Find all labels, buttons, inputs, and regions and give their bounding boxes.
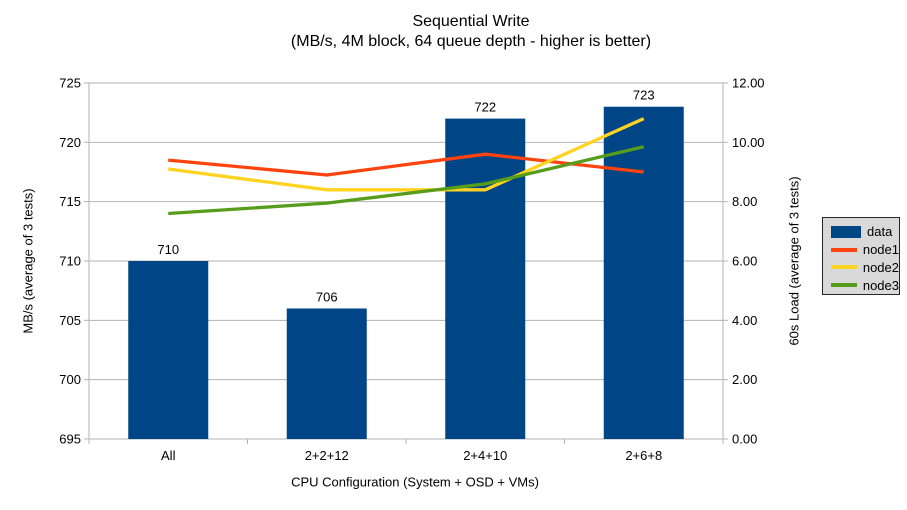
line-node1: [168, 152, 644, 177]
left-axis-tick-label: 715: [59, 194, 81, 209]
legend-swatch-data: [831, 225, 861, 238]
right-axis-tick-label: 6.00: [732, 254, 757, 269]
left-axis-tick-label: 710: [59, 254, 81, 269]
right-axis-tick-label: 4.00: [732, 313, 757, 328]
line-node2: [168, 117, 645, 192]
legend-label-node2: node2: [862, 259, 899, 275]
right-axis-tick-label: 12.00: [732, 76, 765, 91]
right-axis-tick-label: 8.00: [732, 194, 757, 209]
bar-data: [603, 106, 684, 439]
chart-title-block: Sequential Write (MB/s, 4M block, 64 que…: [291, 12, 651, 52]
chart-subtitle: (MB/s, 4M block, 64 queue depth - higher…: [290, 33, 652, 50]
legend-item-node2: node2: [831, 259, 899, 277]
legend-item-node1: node1: [831, 241, 899, 259]
bar-value-label: 723: [633, 88, 655, 103]
right-axis-tick-label: 0.00: [732, 432, 757, 447]
category-label: All: [161, 448, 176, 463]
bar-data: [128, 261, 209, 439]
legend-item-data: data: [831, 223, 899, 241]
left-axis-tick-label: 695: [59, 432, 81, 447]
right-axis-tick-label: 10.00: [732, 135, 765, 150]
legend-label-node1: node1: [862, 242, 899, 258]
x-axis-title: CPU Configuration (System + OSD + VMs): [291, 474, 539, 490]
category-label: 2+2+12: [305, 448, 349, 463]
legend-swatch-node2: [831, 265, 857, 270]
legend: data node1 node2 node3: [822, 217, 900, 295]
legend-item-node3: node3: [831, 276, 899, 294]
right-axis-tick-label: 2.00: [732, 372, 757, 387]
bar-value-label: 710: [157, 242, 179, 257]
bar-data: [286, 308, 367, 439]
bar-data: [445, 118, 526, 439]
chart-title: Sequential Write: [412, 13, 530, 30]
left-axis-tick-label: 725: [59, 76, 81, 91]
left-axis-tick-label: 705: [59, 313, 81, 328]
legend-label-data: data: [867, 224, 893, 240]
legend-swatch-node1: [831, 247, 857, 252]
line-node3: [168, 145, 645, 216]
category-label: 2+6+8: [625, 448, 662, 463]
left-axis-tick-label: 700: [59, 372, 81, 387]
category-label: 2+4+10: [463, 448, 507, 463]
bar-value-label: 722: [474, 100, 496, 115]
legend-label-node3: node3: [862, 277, 899, 293]
legend-swatch-node3: [831, 283, 857, 288]
bar-value-label: 706: [316, 289, 338, 304]
left-axis-title: MB/s (average of 3 tests): [20, 188, 36, 334]
right-axis-title: 60s Load (average of 3 tests): [786, 176, 802, 346]
left-axis-tick-label: 720: [59, 135, 81, 150]
